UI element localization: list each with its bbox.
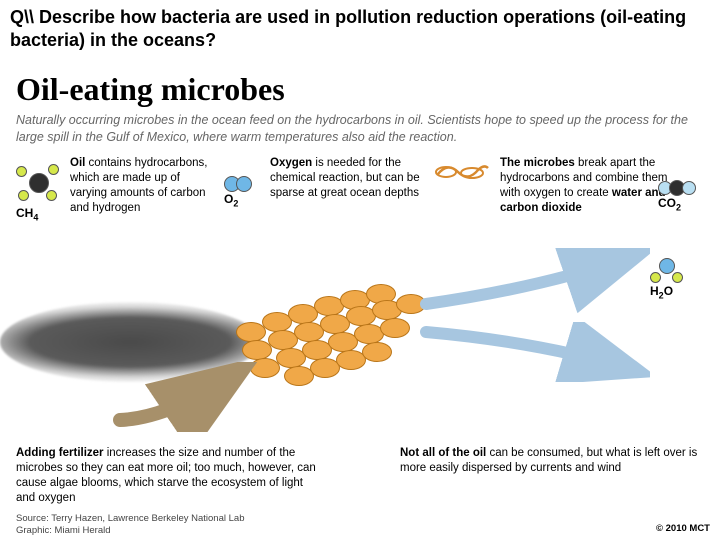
molecule-ch4: CH4 bbox=[16, 160, 62, 222]
question-heading: Q\\ Describe how bacteria are used in po… bbox=[0, 0, 720, 51]
label-co2: CO2 bbox=[658, 196, 696, 212]
molecule-o2: O2 bbox=[224, 176, 252, 208]
molecule-h2o: H2O bbox=[650, 258, 684, 300]
squiggle-icon bbox=[434, 160, 492, 187]
label-h2o: H2O bbox=[650, 284, 684, 300]
microbe-cluster bbox=[236, 282, 426, 392]
copyright-text: © 2010 MCT bbox=[656, 523, 710, 534]
caption-microbes: The microbes break apart the hydrocarbon… bbox=[500, 156, 676, 216]
caption-fertilizer: Adding fertilizer increases the size and… bbox=[16, 446, 320, 506]
diagram-area: CH4 Oil contains hydrocarbons, which are… bbox=[0, 152, 720, 452]
intro-paragraph: Naturally occurring microbes in the ocea… bbox=[0, 112, 720, 152]
label-o2: O2 bbox=[224, 192, 252, 208]
molecule-co2: CO2 bbox=[658, 180, 696, 212]
caption-oil: Oil contains hydrocarbons, which are mad… bbox=[70, 156, 210, 216]
caption-oxygen: Oxygen is needed for the chemical reacti… bbox=[270, 156, 420, 201]
arrow-dispersal-icon bbox=[420, 322, 650, 382]
caption-dispersal: Not all of the oil can be consumed, but … bbox=[400, 446, 704, 506]
source-credit: Source: Terry Hazen, Lawrence Berkeley N… bbox=[16, 513, 244, 536]
label-ch4: CH4 bbox=[16, 206, 62, 222]
bottom-captions: Adding fertilizer increases the size and… bbox=[16, 446, 704, 506]
arrow-co2-icon bbox=[420, 248, 650, 318]
arrow-fertilizer-icon bbox=[110, 362, 260, 432]
infographic-title: Oil-eating microbes bbox=[0, 51, 720, 112]
